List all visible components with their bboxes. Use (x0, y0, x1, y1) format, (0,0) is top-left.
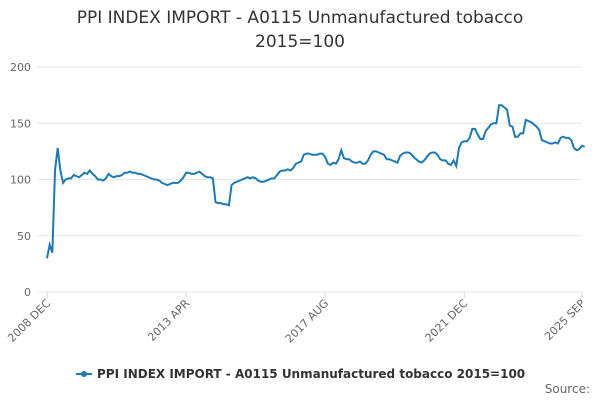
x-tick-label: 2017 AUG (283, 297, 332, 346)
legend-marker (81, 371, 87, 377)
chart-title: PPI INDEX IMPORT - A0115 Unmanufactured … (76, 8, 524, 52)
source: Source: (545, 382, 590, 396)
x-tick-label: 2025 SEP (542, 297, 588, 343)
y-tick-label: 200 (10, 61, 31, 74)
x-tick-label: 2013 APR (145, 297, 192, 344)
legend-label: PPI INDEX IMPORT - A0115 Unmanufactured … (97, 367, 525, 381)
x-tick-label: 2021 DEC (423, 297, 471, 345)
y-tick-label: 50 (17, 230, 31, 243)
y-tick-label: 0 (24, 286, 31, 299)
y-tick-label: 100 (10, 174, 31, 187)
x-tick-label: 2008 DEC (5, 297, 53, 345)
y-tick-label: 150 (10, 117, 31, 130)
data-line (46, 104, 586, 259)
